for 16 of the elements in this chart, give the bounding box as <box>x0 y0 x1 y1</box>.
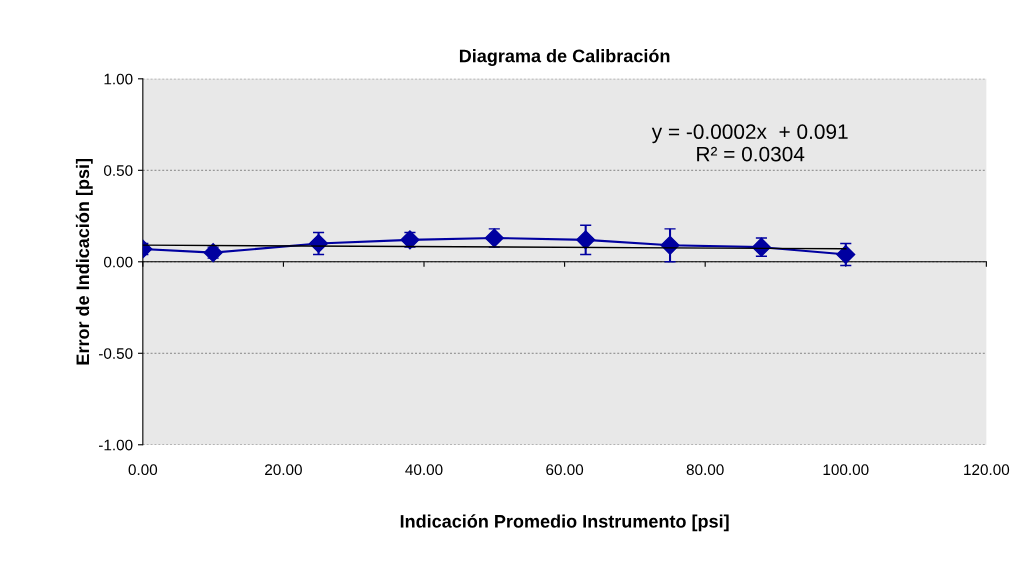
x-axis-title: Indicación Promedio Instrumento [psi] <box>400 514 729 532</box>
x-tick-label: 80.00 <box>686 464 724 476</box>
y-tick-label: -1.00 <box>98 439 133 451</box>
y-tick-label: 0.00 <box>103 256 133 268</box>
x-tick-label: 40.00 <box>405 464 443 476</box>
x-tick-label: 20.00 <box>265 464 302 476</box>
chart-title: Diagrama de Calibración <box>459 48 670 66</box>
x-tick-label: 120.00 <box>964 464 1010 476</box>
x-tick-label: 0.00 <box>128 464 158 476</box>
y-tick-label: 1.00 <box>104 73 133 85</box>
y-tick-label: 0.50 <box>103 165 133 176</box>
x-tick-label: 60.00 <box>546 464 584 476</box>
annotation: y = -0.0002x + 0.091 R² = 0.0304 <box>651 124 848 162</box>
y-tick-label: -0.50 <box>98 348 133 359</box>
y-axis-title: Error de Indicación [psi] <box>75 158 93 365</box>
x-tick-label: 100.00 <box>823 464 869 476</box>
